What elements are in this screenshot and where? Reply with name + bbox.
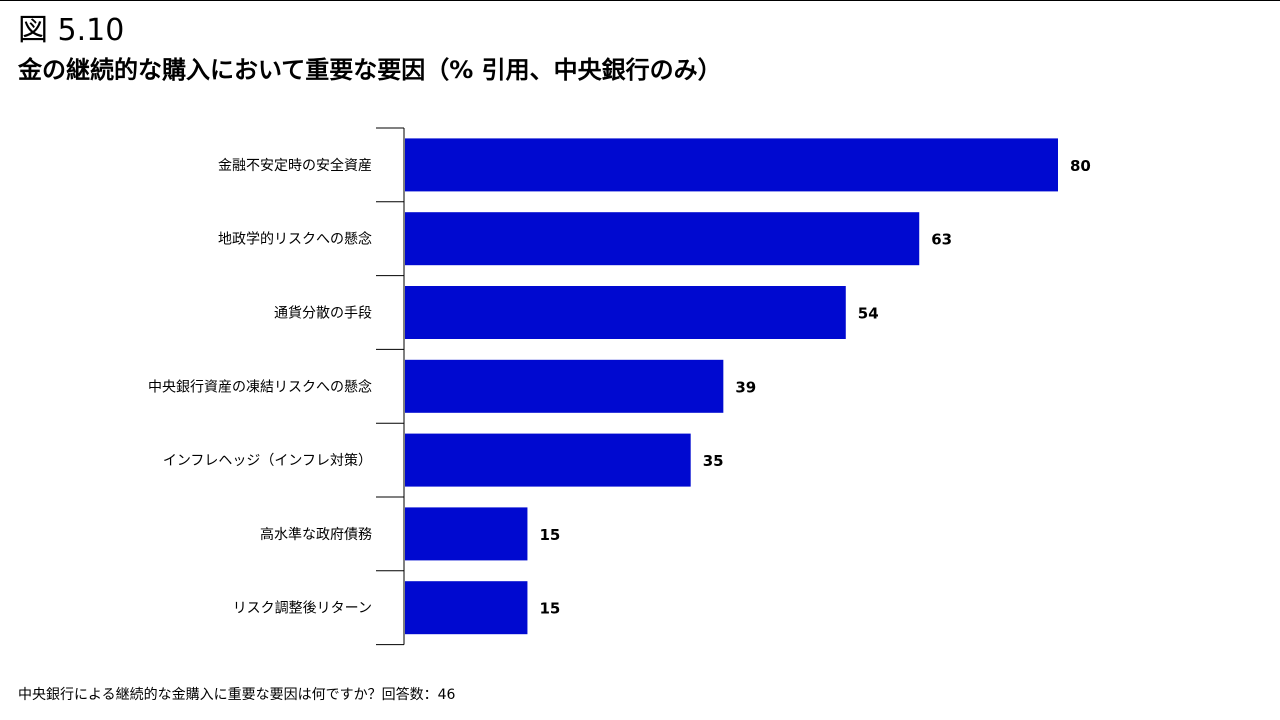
category-label: 高水準な政府債務 bbox=[260, 526, 372, 543]
value-label: 80 bbox=[1070, 157, 1091, 175]
value-label: 63 bbox=[931, 231, 952, 249]
value-label: 15 bbox=[539, 526, 560, 544]
bar bbox=[405, 581, 528, 635]
footnote: 中央銀行による継続的な金購入に重要な要因は何ですか？回答数：46 bbox=[18, 687, 456, 703]
bar bbox=[405, 433, 691, 487]
value-label: 54 bbox=[858, 305, 879, 323]
bar bbox=[405, 359, 724, 413]
category-label: インフレヘッジ（インフレ対策） bbox=[163, 452, 372, 469]
bar bbox=[405, 212, 920, 266]
value-label: 39 bbox=[735, 378, 756, 396]
bar bbox=[405, 286, 846, 339]
bar bbox=[405, 507, 528, 561]
value-label: 15 bbox=[539, 600, 560, 618]
category-label: 中央銀行資産の凍結リスクへの懸念 bbox=[148, 378, 372, 395]
category-label: 金融不安定時の安全資産 bbox=[218, 157, 372, 174]
top-rule bbox=[0, 0, 1280, 1]
chart-title: 金の継続的な購入において重要な要因（% 引用、中央銀行のみ） bbox=[18, 56, 722, 84]
category-label: 通貨分散の手段 bbox=[274, 305, 372, 322]
value-label: 35 bbox=[703, 452, 724, 470]
category-label: 地政学的リスクへの懸念 bbox=[218, 231, 372, 248]
bar bbox=[405, 138, 1058, 192]
category-label: リスク調整後リターン bbox=[233, 601, 372, 617]
figure-number: 図 5.10 bbox=[18, 13, 125, 48]
